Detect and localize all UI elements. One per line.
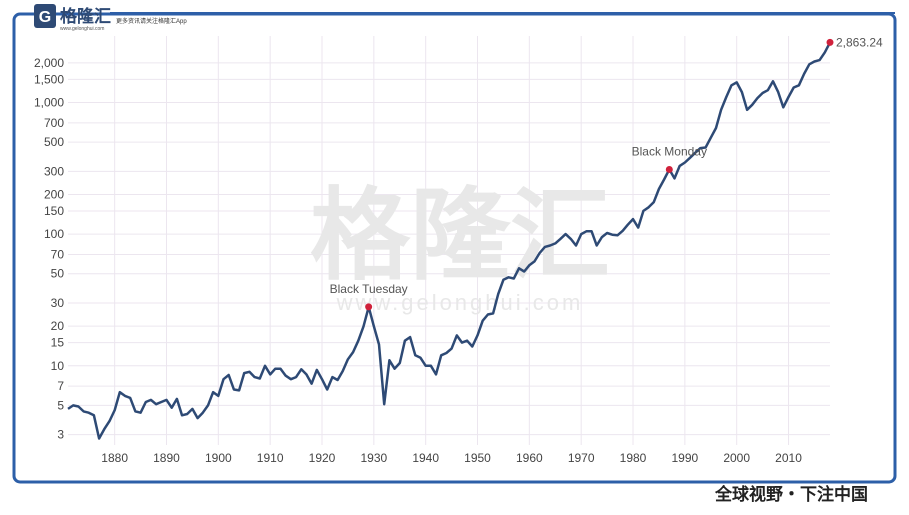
tagline: 更多资讯请关注格隆汇App bbox=[116, 17, 187, 25]
x-tick-label: 1990 bbox=[672, 451, 699, 465]
annotation-label: Black Monday bbox=[632, 144, 707, 158]
x-tick-label: 1920 bbox=[309, 451, 336, 465]
y-tick-label: 150 bbox=[44, 204, 64, 218]
end-point bbox=[826, 38, 834, 46]
y-tick-label: 500 bbox=[44, 135, 64, 149]
y-tick-label: 700 bbox=[44, 116, 64, 130]
x-tick-label: 1890 bbox=[153, 451, 180, 465]
y-tick-label: 3 bbox=[57, 428, 64, 442]
y-tick-label: 70 bbox=[51, 248, 65, 262]
y-tick-label: 5 bbox=[57, 398, 64, 412]
watermark-url: www.gelonghui.com bbox=[336, 290, 584, 315]
x-tick-label: 1930 bbox=[360, 451, 387, 465]
x-tick-label: 1900 bbox=[205, 451, 232, 465]
y-tick-label: 1,500 bbox=[34, 72, 64, 86]
watermark: 格隆汇 bbox=[310, 180, 610, 292]
x-tick-label: 2010 bbox=[775, 451, 802, 465]
annotation-point bbox=[365, 303, 373, 311]
y-tick-label: 100 bbox=[44, 227, 64, 241]
x-tick-label: 1910 bbox=[257, 451, 284, 465]
footer: 全球视野・下注中国 bbox=[714, 484, 868, 504]
y-tick-label: 20 bbox=[51, 319, 65, 333]
x-tick-label: 1950 bbox=[464, 451, 491, 465]
x-tick-label: 1960 bbox=[516, 451, 543, 465]
annotation-point bbox=[665, 165, 673, 173]
y-tick-label: 7 bbox=[57, 379, 64, 393]
annotation-label: Black Tuesday bbox=[330, 282, 408, 296]
y-tick-label: 1,000 bbox=[34, 95, 64, 109]
x-tick-label: 1980 bbox=[620, 451, 647, 465]
logo-text: 格隆汇 bbox=[60, 6, 111, 26]
y-tick-label: 2,000 bbox=[34, 56, 64, 70]
x-tick-label: 2000 bbox=[723, 451, 750, 465]
logo-url: www.gelonghui.com bbox=[60, 26, 104, 32]
logo-icon bbox=[34, 4, 56, 28]
y-tick-label: 200 bbox=[44, 187, 64, 201]
logo-g: G bbox=[39, 9, 51, 26]
y-tick-label: 50 bbox=[51, 267, 65, 281]
y-tick-label: 30 bbox=[51, 296, 65, 310]
x-tick-label: 1880 bbox=[101, 451, 128, 465]
y-tick-label: 15 bbox=[51, 336, 65, 350]
y-tick-label: 300 bbox=[44, 164, 64, 178]
y-tick-label: 10 bbox=[51, 359, 65, 373]
end-value-label: 2,863.24 bbox=[836, 35, 883, 49]
x-tick-label: 1970 bbox=[568, 451, 595, 465]
price-line bbox=[67, 41, 832, 440]
x-tick-label: 1940 bbox=[412, 451, 439, 465]
